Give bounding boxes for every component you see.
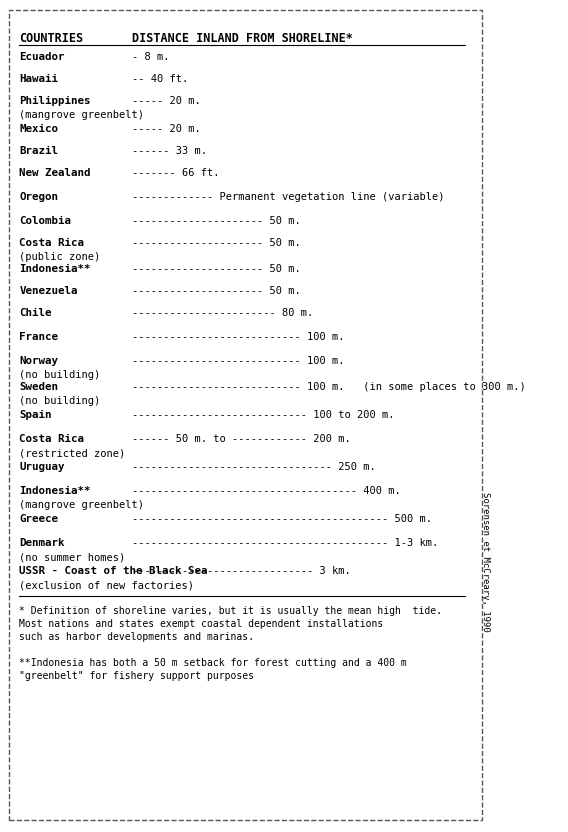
Text: (no building): (no building)	[19, 396, 101, 406]
Text: Sorensen et McCreary, 1990: Sorensen et McCreary, 1990	[481, 493, 490, 632]
Text: --------------------------- 100 m.: --------------------------- 100 m.	[132, 356, 344, 366]
Text: ----------------------------- 3 km.: ----------------------------- 3 km.	[132, 566, 350, 576]
Text: Mexico: Mexico	[19, 124, 59, 134]
Text: (mangrove greenbelt): (mangrove greenbelt)	[19, 110, 144, 120]
Text: Chile: Chile	[19, 308, 52, 318]
Text: Spain: Spain	[19, 410, 52, 420]
Text: (public zone): (public zone)	[19, 252, 101, 262]
Text: --------------------- 50 m.: --------------------- 50 m.	[132, 286, 300, 296]
Text: --------------------- 50 m.: --------------------- 50 m.	[132, 264, 300, 274]
Text: --------------------- 50 m.: --------------------- 50 m.	[132, 238, 300, 248]
Text: Norway: Norway	[19, 356, 59, 366]
Text: -- 40 ft.: -- 40 ft.	[132, 74, 188, 84]
Text: USSR - Coast of the Black Sea: USSR - Coast of the Black Sea	[19, 566, 208, 576]
Text: (no building): (no building)	[19, 370, 101, 380]
Text: Costa Rica: Costa Rica	[19, 238, 84, 248]
Text: Venezuela: Venezuela	[19, 286, 78, 296]
Text: * Definition of shoreline varies, but it is usually the mean high  tide.
Most na: * Definition of shoreline varies, but it…	[19, 606, 442, 642]
Text: ----------------------------------------- 500 m.: ----------------------------------------…	[132, 514, 432, 524]
Text: **Indonesia has both a 50 m setback for forest cutting and a 400 m
"greenbelt" f: **Indonesia has both a 50 m setback for …	[19, 658, 407, 681]
Text: Uruguay: Uruguay	[19, 462, 65, 472]
Text: DISTANCE INLAND FROM SHORELINE*: DISTANCE INLAND FROM SHORELINE*	[132, 32, 352, 45]
Text: New Zealand: New Zealand	[19, 168, 91, 178]
Text: (mangrove greenbelt): (mangrove greenbelt)	[19, 500, 144, 510]
Text: (exclusion of new factories): (exclusion of new factories)	[19, 580, 194, 590]
Text: Indonesia**: Indonesia**	[19, 486, 91, 496]
Text: ------- 66 ft.: ------- 66 ft.	[132, 168, 219, 178]
Text: Oregon: Oregon	[19, 192, 59, 202]
Text: ----------------------------------------- 1-3 km.: ----------------------------------------…	[132, 538, 438, 548]
Text: Hawaii: Hawaii	[19, 74, 59, 84]
Text: ----- 20 m.: ----- 20 m.	[132, 96, 201, 106]
Text: ----------------------- 80 m.: ----------------------- 80 m.	[132, 308, 313, 318]
Text: ----- 20 m.: ----- 20 m.	[132, 124, 201, 134]
Text: ------------- Permanent vegetation line (variable): ------------- Permanent vegetation line …	[132, 192, 444, 202]
Text: COUNTRIES: COUNTRIES	[19, 32, 83, 45]
Text: ------ 33 m.: ------ 33 m.	[132, 146, 207, 156]
Text: Costa Rica: Costa Rica	[19, 434, 84, 444]
Text: (restricted zone): (restricted zone)	[19, 448, 126, 458]
Text: Philippines: Philippines	[19, 96, 91, 106]
Text: --------------------- 50 m.: --------------------- 50 m.	[132, 216, 300, 226]
Text: Indonesia**: Indonesia**	[19, 264, 91, 274]
Text: - 8 m.: - 8 m.	[132, 52, 169, 62]
Text: France: France	[19, 332, 59, 342]
Text: Greece: Greece	[19, 514, 59, 524]
Text: (no summer homes): (no summer homes)	[19, 552, 126, 562]
Text: Denmark: Denmark	[19, 538, 65, 548]
Text: Ecuador: Ecuador	[19, 52, 65, 62]
Text: -------------------------------- 250 m.: -------------------------------- 250 m.	[132, 462, 375, 472]
Text: Sweden: Sweden	[19, 382, 59, 392]
Text: --------------------------- 100 m.   (in some places to 300 m.): --------------------------- 100 m. (in s…	[132, 382, 525, 392]
Text: ---------------------------- 100 to 200 m.: ---------------------------- 100 to 200 …	[132, 410, 394, 420]
Text: ------ 50 m. to ------------ 200 m.: ------ 50 m. to ------------ 200 m.	[132, 434, 350, 444]
Text: ------------------------------------ 400 m.: ------------------------------------ 400…	[132, 486, 400, 496]
Text: Brazil: Brazil	[19, 146, 59, 156]
Text: --------------------------- 100 m.: --------------------------- 100 m.	[132, 332, 344, 342]
Text: Colombia: Colombia	[19, 216, 72, 226]
